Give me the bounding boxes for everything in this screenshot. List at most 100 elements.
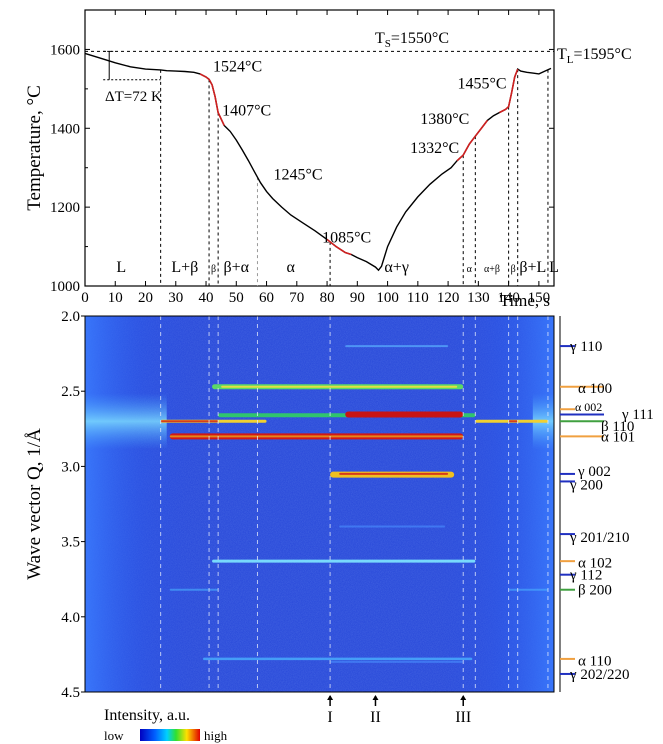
solidus-label: TS=1550°C (375, 30, 449, 50)
x-axis-ticks: 0 10 20 30 40 50 60 70 80 90 100 110 120 130 140 150 (81, 10, 550, 306)
y-axis-ticks: 1000 1200 1400 1600 (50, 42, 554, 295)
x-tick-label: 50 (229, 290, 244, 306)
temperature-plot-frame (84, 9, 555, 287)
time-marker-arrowhead (327, 695, 334, 700)
gamma-110-line (345, 345, 449, 348)
x-tick-label: 20 (138, 290, 153, 306)
x-tick-label: 80 (320, 290, 335, 306)
alpha-100-core (221, 385, 458, 388)
y-tick-label: 1600 (50, 42, 80, 58)
time-marker-arrowhead (460, 695, 467, 700)
phase-label: α+γ (384, 259, 408, 276)
reflection-label: α 100 (578, 381, 612, 397)
reflection-label: γ 201/210 (569, 530, 630, 546)
x-tick-label: 30 (168, 290, 183, 306)
temperature-annotation: 1524°C (213, 58, 262, 75)
colorbar-high-label: high (204, 728, 228, 743)
reflection-label: γ 002 (577, 464, 611, 480)
beta-200-right (508, 588, 548, 591)
reflection-label: β 110 (601, 419, 634, 435)
heatmap-phase-boundary-lines (160, 316, 549, 692)
reflection-label: γ 200 (569, 477, 603, 493)
x-tick-label: 130 (467, 290, 490, 306)
heatmap-edge-glow (85, 316, 554, 692)
time-marker-arrowhead (372, 695, 379, 700)
reflection-label: α 102 (578, 556, 612, 572)
phase-label: β+α (224, 259, 250, 276)
phase-label: L+β (171, 259, 198, 276)
fit-segment (199, 73, 225, 126)
phase-label: β (211, 264, 216, 275)
temperature-annotation: 1455°C (458, 76, 507, 93)
gamma-201-line (339, 525, 446, 528)
beta-110-right-core (508, 420, 518, 423)
phase-label: L (549, 259, 559, 276)
alpha-102-line (212, 559, 476, 563)
x-tick-label: 90 (350, 290, 365, 306)
liquid-band-left (85, 393, 167, 450)
temperature-plot: 0 10 20 30 40 50 60 70 80 90 100 110 120 130 140 150 10… (24, 9, 632, 310)
heatmap-y-axis-label: Wave vector Q, 1/Å (24, 428, 45, 580)
x-tick-label: 140 (497, 290, 520, 306)
gamma-220-line (330, 660, 464, 663)
delta-t-bracket (103, 50, 161, 81)
colorbar-title: Intensity, a.u. (104, 707, 190, 724)
phase-label: β (511, 264, 516, 275)
x-tick-label: 40 (199, 290, 214, 306)
phase-label: β+L (519, 259, 546, 276)
temperature-annotation: 1085°C (322, 229, 371, 246)
x-tick-label: 70 (289, 290, 304, 306)
temperature-annotation: 1245°C (273, 166, 322, 183)
diffraction-lines (160, 345, 548, 663)
heatmap-y-tick-label: 2.0 (61, 309, 80, 325)
x-tick-label: 100 (376, 290, 399, 306)
fit-segment (456, 119, 489, 162)
beta-200-left (169, 588, 219, 591)
phase-label: α (467, 264, 473, 275)
colorbar-low-label: low (104, 728, 124, 743)
x-tick-label: 0 (81, 290, 89, 306)
temperature-annotations: 1524°C 1407°C 1245°C 1085°C 1332°C 1380°C 1455… (105, 58, 507, 246)
time-marker-label: II (370, 709, 381, 726)
temperature-annotation: 1332°C (410, 140, 459, 157)
reflection-label: α 101 (601, 429, 635, 445)
time-markers: I II III (327, 695, 471, 726)
x-tick-label: 150 (528, 290, 551, 306)
temperature-annotation: 1380°C (420, 111, 469, 128)
reflection-label: α 110 (578, 653, 612, 669)
liquidus-label: TL=1595°C (557, 46, 632, 66)
heatmap-y-tick-label: 4.5 (61, 685, 80, 701)
y-tick-label: 1200 (50, 200, 80, 216)
x-axis-label: Time, s (500, 291, 550, 310)
heatmap-y-tick-label: 2.5 (61, 384, 80, 400)
reflection-label: γ 111 (621, 407, 654, 423)
beta-110-left-core (160, 420, 219, 423)
y-tick-label: 1000 (50, 279, 80, 295)
time-marker-label: III (455, 709, 471, 726)
gamma-111-line (345, 411, 464, 418)
heatmap-y-ticks: 2.0 2.5 3.0 3.5 4.0 4.5 (61, 309, 85, 701)
fit-segment (326, 238, 352, 256)
heatmap-frame (84, 315, 555, 693)
phase-label: α+β (484, 264, 500, 275)
phase-boundary-lines (160, 69, 549, 286)
phase-label: α (287, 259, 296, 276)
diffraction-heatmap: 2.0 2.5 3.0 3.5 4.0 4.5 Wave vector Q, 1/Å γ … (24, 309, 654, 743)
delta-t-label: ΔT=72 K (105, 89, 162, 105)
alpha-110-line (203, 657, 473, 661)
x-tick-label: 120 (437, 290, 460, 306)
red-fit-segments (199, 68, 519, 256)
heatmap-y-tick-label: 3.5 (61, 535, 80, 551)
heatmap-y-tick-label: 4.0 (61, 610, 80, 626)
x-tick-label: 60 (259, 290, 274, 306)
colorbar (140, 729, 200, 741)
alpha-101-edge (169, 435, 464, 438)
heatmap-y-tick-label: 3.0 (61, 459, 80, 475)
reflection-label: β 200 (578, 583, 612, 599)
fit-segment (499, 68, 519, 114)
phase-labels: L L+β β β+α α α+γ α α+β β β+L L (116, 259, 558, 276)
x-tick-label: 10 (108, 290, 123, 306)
reflection-label: γ 202/220 (569, 667, 630, 683)
